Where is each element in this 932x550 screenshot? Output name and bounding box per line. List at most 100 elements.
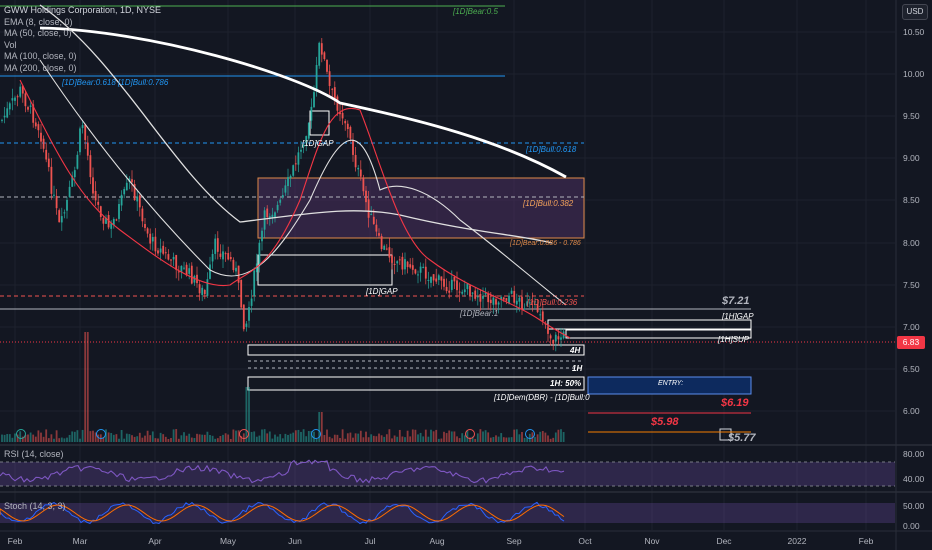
zones[interactable] [247,110,752,441]
gap-label[interactable]: [1H]GAP [722,312,754,321]
candle-body [354,154,357,168]
demand-label[interactable]: [1D]Dem(DBR) - [1D]Bull:0 [494,393,590,402]
time-tick: Aug [429,536,445,546]
earnings-marker [239,429,249,439]
fib-label[interactable]: [1D]Bull:0.236 [527,298,578,307]
time-tick: Oct [578,536,592,546]
candle-body [232,259,235,271]
stoch-label[interactable]: Stoch (14, 3, 3) [4,501,66,511]
zone-label[interactable]: 1H: 50% [550,379,582,388]
volume-bar [469,437,471,442]
candle-body [341,112,344,119]
legend-row[interactable]: Vol [4,39,17,50]
zone-label[interactable]: 1H [572,364,583,373]
candle-body [144,224,146,228]
ma50-line[interactable] [39,59,567,306]
fib-label[interactable]: [1D]Bear:0.886 - 0.786 [510,240,581,247]
candle-body [170,259,172,261]
gap-label[interactable]: [1D]GAP [302,139,334,148]
legend-row[interactable]: EMA (8, close, 0) [4,16,73,27]
candle-body [149,233,152,244]
volume-bar [110,433,113,442]
candle-body [474,290,477,299]
volume-bar [554,432,557,442]
entry-label[interactable]: ENTRY: [658,380,684,387]
event-markers[interactable] [16,429,535,439]
volume-bar [328,436,331,442]
candle-body [461,291,464,294]
legend-row[interactable]: MA (200, close, 0) [4,62,77,73]
volume-bar [188,433,191,442]
last-price-tag: 6.83 [897,336,925,349]
candle-body [385,248,388,250]
volume-bar [183,432,185,442]
volume-bar [138,432,141,442]
entry-box [587,376,752,395]
price-target-label[interactable]: $5.77 [728,432,756,444]
volume-bar [242,433,245,442]
volume-bar [489,437,492,442]
volume-bar [323,435,326,442]
price-target-label[interactable]: $7.21 [722,295,750,307]
price-tick: 10.50 [903,27,925,37]
zone-label[interactable]: 4H [570,346,581,355]
symbol-title[interactable]: GWW Holdings Corporation, 1D, NYSE [4,5,162,15]
volume-bar [162,434,165,442]
candle-body [125,182,128,191]
volume-bar [50,434,53,442]
candle-body [159,248,162,253]
volume-bar [313,431,315,442]
gap-box-top [309,110,330,136]
volume-bar [411,429,414,442]
candle-body [53,194,55,196]
indicator-legend: GWW Holdings Corporation, 1D, NYSE EMA (… [4,5,161,74]
volume-bar [289,433,292,442]
support-label[interactable]: [1H]SUP [718,335,750,344]
price-target-label[interactable]: $6.19 [721,397,749,409]
volume-bar [81,429,84,442]
volume-bar [398,429,401,442]
volume-bar [484,430,487,442]
candle-body [315,64,318,90]
candle-body [188,268,191,274]
currency-button[interactable]: USD [902,4,928,20]
rsi-label[interactable]: RSI (14, close) [4,449,64,459]
ema8-line[interactable] [19,79,571,339]
stoch-d-line[interactable] [0,504,565,522]
stoch-k-line[interactable] [0,501,565,525]
candle-body [489,299,492,304]
rsi-line[interactable] [0,459,565,484]
candle-body [219,253,222,257]
volume-bar [172,429,175,442]
candle-body [471,292,474,294]
candle-body [456,280,458,291]
candle-body [362,177,365,192]
candle-body [375,224,378,232]
volume-bar [544,432,547,442]
volume-bar [396,436,399,442]
candle-body [24,93,27,107]
legend-row[interactable]: MA (50, close, 0) [4,28,72,38]
fib-label[interactable]: [1D]Bull:0.382 [523,199,574,208]
fib-label[interactable]: [1D]Bear:1 [460,309,499,318]
volume-bar [359,430,362,442]
candle-body [378,233,380,236]
candle-body [76,154,79,169]
candle-body [281,195,284,198]
volume-bar [281,438,284,442]
legend-row[interactable]: MA (100, close, 0) [4,51,77,61]
candle-body [81,125,84,129]
volume-bar [310,430,313,442]
fib-label[interactable]: [1D]Bull:0.618 [526,145,577,154]
fib-label[interactable]: [1D]Bear:0.618 [1D]Bull:0.786 [62,78,169,87]
fib-label[interactable]: [1D]Bear:0.5 [453,7,498,16]
gap-label[interactable]: [1D]GAP [366,287,398,296]
candle-body [331,88,334,90]
candle-body [463,289,466,293]
volume-bar [206,431,209,442]
volume-bar [268,431,271,442]
ma200-line[interactable] [39,26,567,179]
candle-body [336,96,339,111]
price-target-label[interactable]: $5.98 [651,416,679,428]
